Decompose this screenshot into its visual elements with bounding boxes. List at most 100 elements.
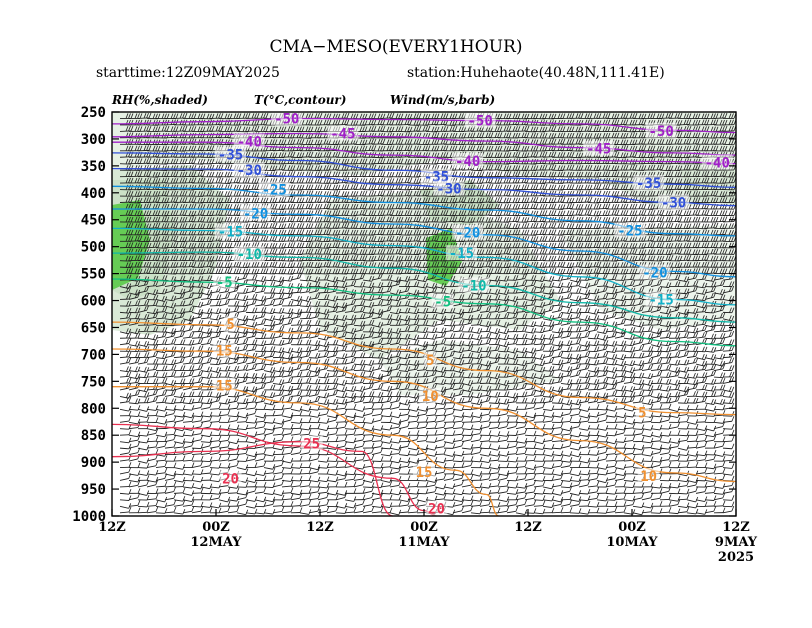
wind-barb [245, 335, 255, 339]
wind-barb-flag [173, 203, 176, 209]
wind-barb [209, 446, 219, 449]
wind-barb-flag [182, 431, 186, 437]
wind-barb [128, 304, 139, 307]
wind-barb-flag [144, 352, 147, 358]
wind-barb-flag [206, 190, 210, 197]
wind-barb-flag [335, 436, 339, 442]
wind-barb-flag [182, 351, 186, 357]
wind-barb-flag [206, 223, 210, 229]
wind-barb-flag [315, 320, 318, 326]
wind-barb-flag [170, 171, 174, 177]
wind-barb-flag [270, 351, 273, 357]
wind-barb-flag [173, 222, 176, 229]
wind-barb-flag [200, 210, 203, 216]
wind-barb [182, 428, 192, 431]
wind-barb [191, 433, 201, 436]
wind-barb-flag [179, 268, 183, 274]
wind-barb [146, 337, 156, 341]
wind-barb [200, 383, 210, 386]
wind-barb [317, 460, 327, 463]
wind-barb [245, 349, 255, 352]
wind-barb [191, 286, 202, 288]
wind-barb-flag [189, 276, 192, 282]
wind-barb-flag [191, 416, 195, 422]
wind-barb-flag [243, 364, 246, 371]
wind-barb-flag [191, 499, 195, 506]
wind-barb-flag [220, 203, 224, 209]
wind-barb-flag [227, 496, 231, 503]
wind-barb-flag [256, 184, 260, 190]
wind-barb-flag [256, 235, 260, 242]
wind-barb-flag [188, 158, 192, 164]
wind-barb-flag [134, 292, 138, 299]
wind-barb [173, 453, 184, 456]
wind-barb [326, 466, 337, 468]
wind-barb-flag [218, 113, 221, 119]
wind-barb-flag [191, 223, 194, 229]
wind-barb [164, 369, 175, 372]
wind-barb [146, 176, 159, 178]
wind-barb-flag [209, 178, 212, 184]
wind-barb-flag [272, 203, 275, 210]
wind-barb-flag [281, 494, 285, 501]
wind-barb [164, 420, 174, 423]
wind-barb-flag [236, 312, 240, 318]
wind-barb-flag [135, 357, 138, 364]
wind-barb-flag [146, 333, 150, 339]
wind-barb [326, 350, 337, 353]
wind-barb-flag [341, 379, 345, 386]
wind-barb [164, 413, 174, 417]
wind-barb-flag [270, 320, 273, 326]
wind-barb-flag [317, 412, 321, 418]
wind-barb-flag [308, 499, 312, 505]
wind-barb-flag [173, 235, 176, 242]
wind-barb-flag [189, 378, 192, 384]
wind-barb [182, 441, 192, 444]
wind-barb [155, 284, 165, 287]
wind-barb-flag [137, 507, 141, 513]
wind-barb-flag [164, 296, 168, 302]
wind-barb [227, 415, 238, 418]
wind-barb-flag [209, 138, 212, 145]
wind-barb-flag [274, 255, 278, 261]
wind-barb [245, 401, 255, 404]
wind-barb-flag [170, 242, 174, 248]
wind-barb-flag [227, 506, 231, 512]
wind-barb-flag [242, 197, 246, 203]
wind-barb [155, 454, 165, 457]
wind-barb [236, 492, 246, 496]
wind-barb-flag [225, 398, 228, 404]
wind-barb-flag [308, 184, 311, 190]
wind-barb [191, 362, 201, 365]
wind-barb [173, 292, 183, 295]
wind-barb [263, 381, 273, 384]
wind-barb [137, 492, 147, 496]
wind-barb-flag [143, 171, 147, 177]
wind-barb [191, 368, 201, 372]
wind-barb-flag [180, 275, 183, 281]
wind-barb-flag [290, 457, 294, 464]
wind-barb-flag [234, 372, 237, 379]
wind-barb-flag [332, 190, 336, 196]
wind-barb-flag [157, 268, 161, 274]
wind-barb-flag [143, 229, 147, 235]
wind-barb-flag [155, 326, 159, 332]
wind-barb-flag [155, 178, 158, 184]
wind-barb [191, 342, 201, 346]
wind-barb [317, 376, 328, 379]
wind-barb-flag [164, 184, 167, 190]
wind-barb-flag [184, 216, 188, 223]
wind-barb [200, 370, 210, 373]
wind-barb-flag [148, 216, 152, 222]
wind-barb [335, 395, 345, 399]
wind-barb-flag [193, 268, 197, 275]
wind-barb-flag [198, 338, 201, 344]
wind-barb-flag [281, 455, 285, 461]
wind-barb-flag [153, 312, 156, 318]
wind-barb-flag [245, 338, 249, 344]
wind-barb-flag [137, 210, 140, 216]
wind-barb [263, 370, 273, 373]
wind-barb-flag [305, 171, 309, 177]
wind-barb-flag [317, 203, 320, 210]
wind-barb-flag [146, 367, 150, 373]
